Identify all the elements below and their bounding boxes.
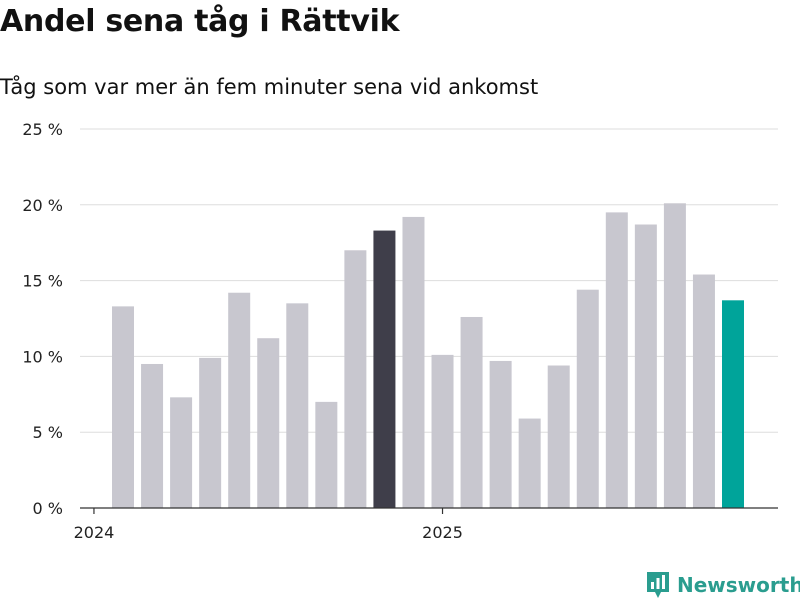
bar: [663, 203, 686, 508]
brand-logo: Newsworthy: [645, 570, 800, 600]
bar: [228, 292, 251, 508]
bar: [344, 250, 367, 508]
newsworthy-logo-icon: [647, 572, 669, 598]
y-tick-label: 10 %: [22, 347, 63, 366]
x-tick-label: 2025: [422, 523, 463, 542]
bar: [489, 360, 512, 508]
y-tick-label: 25 %: [22, 120, 63, 139]
x-tick-label: 2024: [74, 523, 115, 542]
bar: [112, 306, 134, 508]
y-tick-label: 15 %: [22, 272, 63, 291]
bar: [605, 212, 628, 508]
bar: [518, 418, 541, 508]
chart-subtitle: Tåg som var mer än fem minuter sena vid …: [0, 75, 539, 99]
bar: [431, 354, 454, 508]
bar: [199, 357, 222, 508]
chart-title: Andel sena tåg i Rättvik: [0, 4, 400, 39]
y-tick-label: 20 %: [22, 196, 63, 215]
bar: [373, 230, 396, 508]
bar: [692, 274, 715, 508]
bar: [257, 338, 280, 508]
bar: [722, 300, 744, 508]
bar: [402, 216, 425, 509]
bar: [547, 365, 570, 508]
bar: [576, 289, 599, 508]
bar: [315, 401, 338, 508]
bar: [460, 316, 483, 508]
bar: [634, 224, 657, 508]
brand-name: Newsworthy: [677, 573, 800, 597]
y-tick-label: 5 %: [33, 423, 63, 442]
bar: [170, 397, 193, 508]
bar: [286, 303, 309, 508]
y-tick-label: 0 %: [33, 499, 63, 518]
bar: [141, 363, 164, 508]
